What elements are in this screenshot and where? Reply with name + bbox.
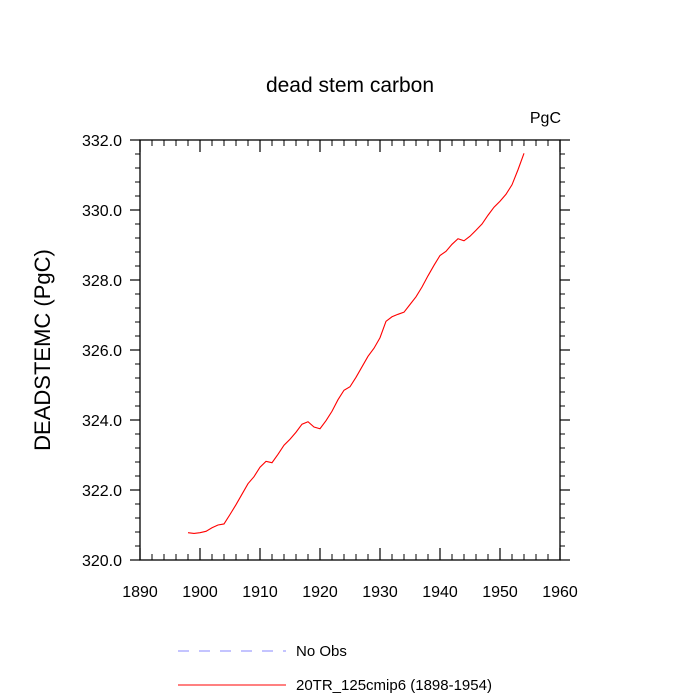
plot-frame (139, 139, 561, 561)
tick-labels: 1890 1900 1910 1920 1930 1940 1950 1960 320.0 322… (82, 133, 578, 601)
x-tick-label: 1940 (422, 584, 458, 601)
y-tick-label: 330.0 (82, 203, 122, 220)
legend: No Obs 20TR_125cmip6 (1898-1954) (178, 643, 492, 694)
y-tick-label: 332.0 (82, 133, 122, 150)
x-tick-label: 1920 (302, 584, 338, 601)
units-label: PgC (530, 110, 561, 127)
x-tick-label: 1900 (182, 584, 218, 601)
chart-title: dead stem carbon (266, 74, 434, 97)
legend-label: 20TR_125cmip6 (1898-1954) (296, 677, 492, 694)
y-tick-label: 320.0 (82, 553, 122, 570)
x-tick-label: 1960 (542, 584, 578, 601)
x-tick-label: 1910 (242, 584, 278, 601)
series-line (187, 153, 525, 534)
x-tick-label: 1950 (482, 584, 518, 601)
y-tick-label: 324.0 (82, 413, 122, 430)
y-tick-label: 322.0 (82, 483, 122, 500)
legend-label: No Obs (296, 643, 347, 660)
x-tick-label: 1890 (122, 584, 158, 601)
y-tick-label: 328.0 (82, 273, 122, 290)
y-tick-label: 326.0 (82, 343, 122, 360)
y-axis-label: DEADSTEMC (PgC) (30, 249, 55, 451)
data-series (187, 153, 525, 534)
x-tick-label: 1930 (362, 584, 398, 601)
axis-ticks (130, 139, 570, 561)
